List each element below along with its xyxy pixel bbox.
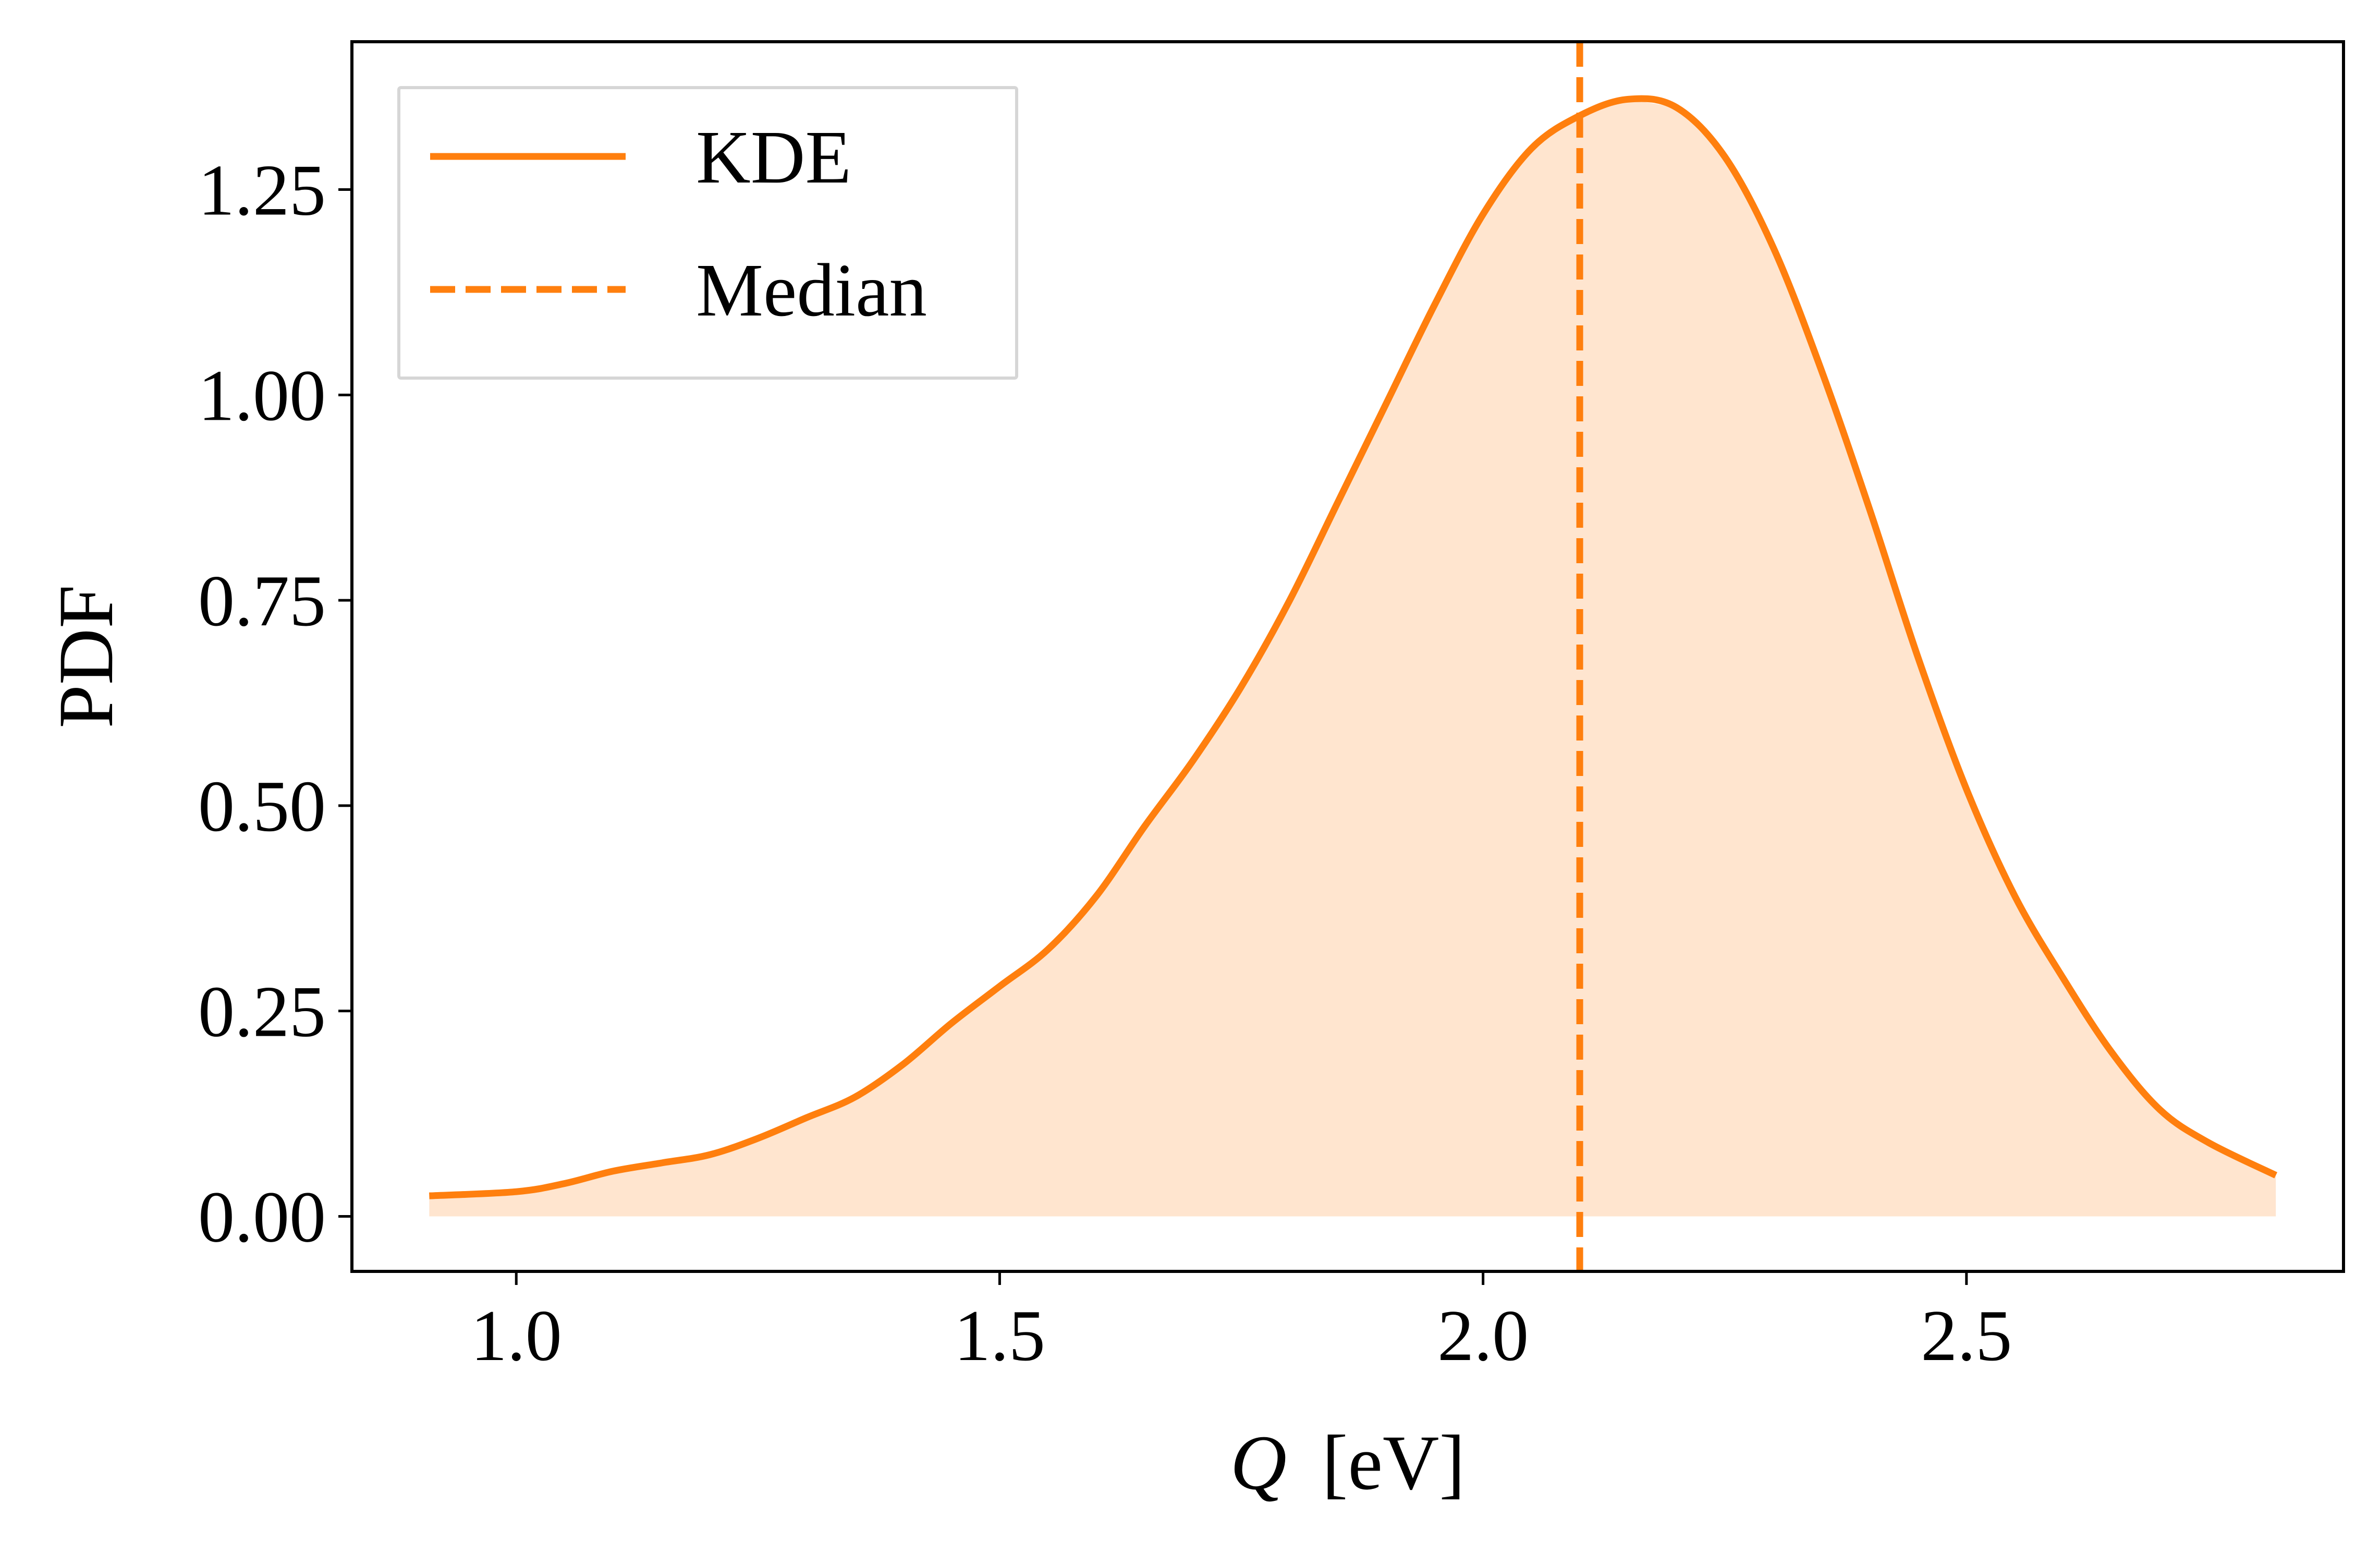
- kde-line-layer: [429, 95, 2278, 1199]
- x-axis-symbol: Q: [1230, 1419, 1287, 1506]
- y-tick-label: 1.00: [198, 355, 326, 436]
- x-tick-label: 1.5: [954, 1295, 1045, 1376]
- y-tick-label: 0.50: [198, 766, 326, 847]
- y-axis-ticks: 0.00 0.25 0.50 0.75 1.00 1.25: [198, 150, 352, 1257]
- x-tick-label: 2.0: [1437, 1295, 1529, 1376]
- y-tick-label: 0.75: [198, 561, 326, 641]
- kde-fill-layer: [429, 99, 2276, 1217]
- x-axis-ticks: 1.0 1.5 2.0 2.5: [471, 1271, 2012, 1376]
- x-axis-label: Q [eV]: [1230, 1419, 1466, 1506]
- kde-fill-area: [429, 99, 2276, 1217]
- legend-box: [397, 86, 1018, 380]
- x-tick-label: 1.0: [471, 1295, 562, 1376]
- y-axis-label: PDF: [43, 585, 129, 728]
- kde-line: [429, 95, 2278, 1199]
- y-tick-label: 0.25: [198, 972, 326, 1052]
- x-tick-label: 2.5: [1921, 1295, 2012, 1376]
- x-axis-unit: [eV]: [1322, 1419, 1466, 1506]
- y-tick-label: 0.00: [198, 1176, 326, 1257]
- plot-frame: [350, 40, 2345, 1273]
- legend-label-kde: KDE: [696, 116, 851, 199]
- y-tick-label: 1.25: [198, 150, 326, 231]
- legend-label-median: Median: [696, 249, 927, 332]
- legend: KDE Median: [397, 86, 1018, 380]
